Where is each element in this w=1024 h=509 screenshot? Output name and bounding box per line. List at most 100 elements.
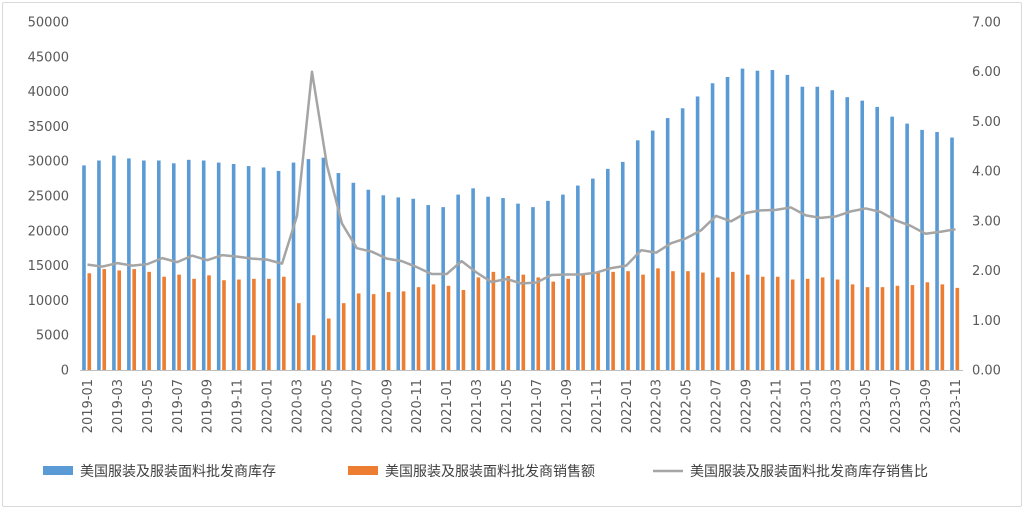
inventory-bar <box>216 162 221 370</box>
sales-bar <box>701 272 705 370</box>
x-tick-label: 2023-11 <box>949 379 964 433</box>
left-tick-label: 30000 <box>28 155 69 170</box>
inventory-bar <box>396 197 401 370</box>
inventory-bar <box>441 207 445 370</box>
sales-bar <box>745 274 750 370</box>
left-tick-label: 50000 <box>28 16 69 31</box>
sales-bar <box>536 277 541 370</box>
inventory-bar <box>725 76 730 370</box>
right-tick-label: 0.00 <box>972 364 1001 379</box>
x-tick-label: 2022-11 <box>769 379 784 433</box>
x-tick-label: 2023-09 <box>919 379 934 433</box>
sales-bar <box>386 292 391 370</box>
right-tick-label: 7.00 <box>972 16 1001 31</box>
x-tick-label: 2023-01 <box>799 379 814 433</box>
x-tick-label: 2020-01 <box>261 379 276 433</box>
sales-bar <box>297 303 301 370</box>
legend-label-ratio: 美国服装及服装面料批发商库存销售比 <box>690 464 928 480</box>
x-tick-label: 2021-01 <box>440 379 455 433</box>
sales-bar <box>581 273 585 370</box>
inventory-bar <box>830 90 835 371</box>
sales-bar <box>641 274 645 370</box>
left-tick-label: 5000 <box>36 329 69 344</box>
legend-label-sales: 美国服装及服装面料批发商销售额 <box>385 464 595 480</box>
sales-bar <box>476 277 481 370</box>
sales-bar <box>566 278 570 370</box>
inventory-bar <box>336 173 341 370</box>
inventory-bar <box>710 83 715 370</box>
sales-bar <box>775 276 780 370</box>
sales-bar <box>835 279 840 370</box>
x-tick-label: 2021-03 <box>470 379 485 433</box>
sales-bar <box>910 285 915 370</box>
left-tick-label: 20000 <box>28 224 69 239</box>
left-tick-label: 25000 <box>28 190 69 205</box>
inventory-bar <box>246 166 251 370</box>
sales-bar <box>177 274 181 370</box>
x-tick-label: 2022-09 <box>739 379 754 433</box>
inventory-bar <box>785 74 790 371</box>
x-tick-label: 2022-01 <box>620 379 635 433</box>
sales-bar <box>147 271 151 370</box>
sales-bar <box>955 287 960 370</box>
x-tick-label: 2020-03 <box>291 379 306 433</box>
sales-bar <box>87 273 92 370</box>
inventory-bar <box>740 68 745 370</box>
sales-bar <box>611 271 615 370</box>
sales-bar <box>356 293 361 370</box>
inventory-bar <box>800 86 805 370</box>
sales-bar <box>656 268 660 370</box>
sales-bars <box>87 268 960 370</box>
x-tick-label: 2023-03 <box>829 379 844 433</box>
sales-bar <box>820 277 825 370</box>
inventory-bar <box>82 165 86 370</box>
sales-bar <box>252 278 256 370</box>
sales-bar <box>895 285 900 370</box>
sales-bar <box>880 287 885 370</box>
sales-bar <box>521 274 526 370</box>
sales-bar <box>850 284 855 370</box>
inventory-bar <box>546 200 550 370</box>
sales-bar <box>237 279 241 370</box>
sales-bar <box>506 276 511 370</box>
sales-bar <box>925 282 930 370</box>
legend-swatch-sales <box>348 466 378 475</box>
inventory-bar <box>306 159 311 370</box>
sales-bar <box>551 281 556 370</box>
left-tick-label: 10000 <box>28 294 69 309</box>
inventory-bar <box>381 195 386 370</box>
x-tick-label: 2022-05 <box>680 379 695 433</box>
x-tick-label: 2022-07 <box>710 379 725 433</box>
inventory-bar <box>860 100 865 371</box>
sales-bar <box>416 287 421 370</box>
x-tick-label: 2019-05 <box>141 379 156 433</box>
right-tick-label: 3.00 <box>972 214 1001 229</box>
inventory-bar <box>157 160 161 370</box>
inventory-bar <box>920 129 924 370</box>
inventory-bar <box>351 182 356 370</box>
x-tick-label: 2020-09 <box>380 379 395 433</box>
x-tick-label: 2023-07 <box>889 379 904 433</box>
inventory-bar <box>171 163 176 370</box>
inventory-bar <box>456 194 460 370</box>
left-tick-label: 45000 <box>28 50 69 65</box>
x-tick-label: 2019-03 <box>111 379 126 433</box>
sales-bar <box>671 271 675 370</box>
right-tick-label: 1.00 <box>972 314 1001 329</box>
sales-bar <box>132 269 136 370</box>
sales-bar <box>461 289 466 370</box>
sales-bar <box>192 278 196 370</box>
sales-bar <box>267 278 271 370</box>
x-tick-label: 2021-11 <box>590 379 605 433</box>
sales-bar <box>596 272 600 370</box>
inventory-bar <box>261 167 266 370</box>
sales-bar <box>311 335 316 370</box>
x-axis-ticks: 2019-01 2019-03 2019-05 2019-07 2019-09 2019-… <box>81 379 964 433</box>
right-tick-label: 6.00 <box>972 65 1001 80</box>
sales-bar <box>626 271 630 370</box>
sales-bar <box>326 318 331 370</box>
inventory-bar <box>890 116 894 370</box>
legend-label-inventory: 美国服装及服装面料批发商库存 <box>80 464 276 480</box>
sales-bar <box>760 276 765 370</box>
